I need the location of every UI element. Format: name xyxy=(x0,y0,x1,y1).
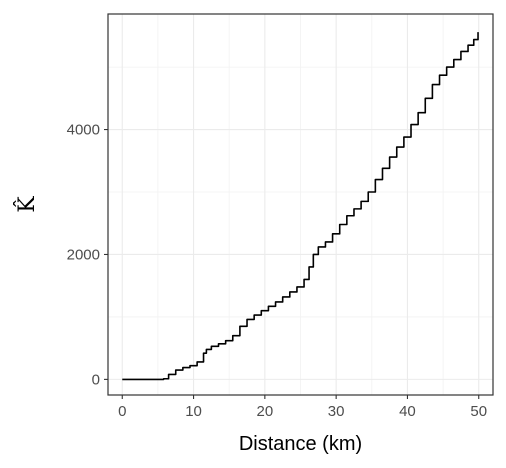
x-tick-label: 40 xyxy=(399,403,416,420)
y-axis: 0 2000 4000 xyxy=(67,122,108,388)
x-axis-title: Distance (km) xyxy=(239,433,362,455)
k-hat-line xyxy=(122,32,479,381)
y-tick-label: 4000 xyxy=(67,122,100,139)
panel-border xyxy=(107,13,494,396)
x-axis: 0 10 20 30 40 50 xyxy=(118,395,487,420)
grid-minor xyxy=(108,14,493,395)
x-tick-label: 30 xyxy=(328,403,345,420)
grid-major xyxy=(108,14,493,395)
x-tick-label: 50 xyxy=(470,403,487,420)
y-axis-title: K̂ xyxy=(14,196,40,213)
y-tick-label: 0 xyxy=(92,371,100,388)
x-tick-label: 10 xyxy=(185,403,202,420)
series-layer xyxy=(122,32,479,381)
x-tick-label: 0 xyxy=(118,403,126,420)
y-tick-label: 2000 xyxy=(67,246,100,263)
x-tick-label: 20 xyxy=(257,403,274,420)
